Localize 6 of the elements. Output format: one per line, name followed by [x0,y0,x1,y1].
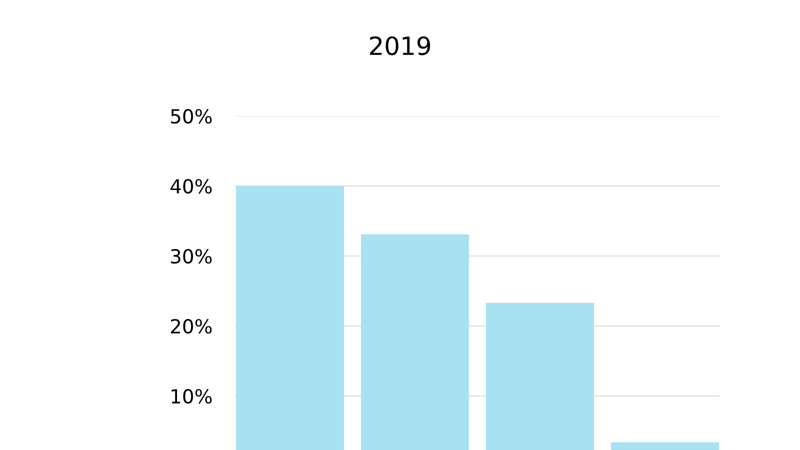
chart-title: 2019 [370,36,430,56]
y-tick-label: 30% [171,248,212,264]
y-tick-label: 40% [170,178,212,194]
y-tick-label: 10% [172,388,212,404]
y-tick-label: 50% [171,108,212,124]
y-tick-label: 20% [170,318,212,334]
